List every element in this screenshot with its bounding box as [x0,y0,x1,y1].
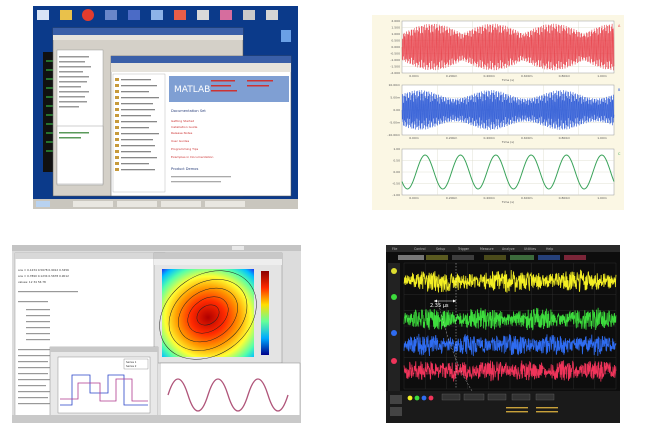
taskbar [12,415,301,423]
channel-4-trace [403,360,617,382]
step-figure-window: Series 1 Series 2 [49,346,159,422]
trace-panel-3: 1.00 0.50 0.00 -0.50 -1.00 0.00m 0.200m 0.400m 0… [392,147,621,204]
section-product-demos: Product Demos [171,167,198,171]
channel-3-trace [403,333,617,357]
legend-entry-2: Series 2 [126,364,137,368]
delta-time-label: 2.35 µs [430,303,449,309]
x-tick-label: 0.800m [559,136,571,140]
x-tick-label: 0.200m [446,74,458,78]
menu-item[interactable]: Trigger [457,247,470,251]
marker-line [437,300,473,392]
time-annotation: 2.35 µs [430,299,456,309]
x-tick-label: 0.600m [521,74,533,78]
menu-item[interactable]: Setup [436,247,445,251]
x-tick-label: 0.00m [409,136,419,140]
trace-label: B [618,88,621,92]
y-tick-label: 2.000 [391,19,400,23]
x-tick-label: 0.200m [446,196,458,200]
y-tick-label: -2.000 [390,71,400,75]
menu-item[interactable]: Analyze [502,247,515,251]
waveform-trace [401,23,615,71]
x-tick-label: 0.600m [521,196,533,200]
console-line-2: ans = 0.7890 0.1234 0.5678 0.9012 [18,274,69,278]
y-tick-label: -5.00m [389,121,400,125]
y-tick-label: 1.00 [393,147,400,151]
x-tick-label: 0.400m [483,74,495,78]
menu-item[interactable]: Measure [480,247,494,251]
x-axis-label: Time (s) [501,140,514,144]
console-line-1: ans = 0.1234 0.5678 0.9012 0.3456 [18,268,69,272]
menu-item[interactable]: Control [414,247,426,251]
x-tick-label: 0.400m [483,196,495,200]
y-tick-label: -0.500 [390,52,400,56]
taskbar [33,199,298,209]
y-tick-label: -10.00m [387,133,400,137]
menu-bar [386,245,620,252]
help-browser-window: MATLAB Documentation Set Getting Started… [110,55,292,197]
x-tick-label: 0.00m [409,74,419,78]
x-tick-label: 0.800m [559,74,571,78]
y-tick-label: -0.50 [392,182,400,186]
y-tick-label: 1.500 [391,26,400,30]
x-tick-label: 0.600m [521,136,533,140]
waveform-trace [401,154,615,190]
link-programming-tips[interactable]: Programming Tips [171,147,199,151]
legend-entry-1: Series 1 [126,360,137,364]
channel-2-trace [403,307,617,331]
link-getting-started[interactable]: Getting Started [171,119,194,123]
y-tick-label: 0.500 [391,39,400,43]
side-panel [388,263,400,391]
link-examples[interactable]: Examples in Documentation [171,155,213,159]
x-tick-label: 0.200m [446,136,458,140]
matlab-desktop-screenshot: MATLAB Documentation Set Getting Started… [33,6,298,209]
link-installation-guide[interactable]: Installation Guide [171,125,198,129]
step-series-2 [60,378,148,402]
waveform-trace [401,90,615,130]
bottom-controls [390,393,558,416]
link-user-guides[interactable]: User Guides [171,139,190,143]
x-tick-label: 1.00m [597,136,607,140]
y-tick-label: 0.50 [393,159,400,163]
y-tick-label: -1.000 [390,58,400,62]
x-axis-label: Time (s) [501,200,514,204]
y-tick-label: 0.00 [393,170,400,174]
sine-figure-window [159,362,301,423]
trace-label: A [618,24,621,28]
desktop-icon-row [37,9,278,21]
y-tick-label: 10.00m [388,83,400,87]
oscilloscope-screenshot: File Control Setup Trigger Measure Analyze Uti… [386,245,620,423]
x-tick-label: 0.00m [409,196,419,200]
menu-item[interactable]: Help [546,247,553,251]
contour-lines [159,270,257,360]
menu-item[interactable]: File [392,247,397,251]
x-tick-label: 0.400m [483,136,495,140]
x-tick-label: 0.800m [559,196,571,200]
x-tick-label: 1.00m [597,74,607,78]
channel-1-trace [403,269,617,293]
menu-item[interactable]: Utilities [524,247,536,251]
y-tick-label: 1.000 [391,32,400,36]
console-line-3: values: 12 34 56 78 [18,280,46,284]
x-axis-label: Time (s) [501,78,514,82]
step-series-1 [60,374,148,406]
channel-readouts [398,255,586,260]
matlab-logo-text: MATLAB [174,85,210,95]
colorbar [261,271,269,355]
waveform-plots-screenshot: 2.000 1.500 1.000 0.500 0.000 -0.500 -1.000 -1.… [372,15,624,210]
x-tick-label: 1.00m [597,196,607,200]
y-tick-label: 0.00 [393,108,400,112]
matlab-figures-screenshot: ans = 0.1234 0.5678 0.9012 0.3456 ans = … [12,245,301,423]
y-tick-label: -1.00 [392,193,400,197]
trace-panel-2: 10.00m 5.00m 0.00 -5.00m -10.00m 0.00m 0.200m 0… [387,83,621,144]
trace-label: C [618,152,621,156]
link-release-notes[interactable]: Release Notes [171,131,193,135]
trace-panel-1: 2.000 1.500 1.000 0.500 0.000 -0.500 -1.000 -1.… [390,19,621,82]
sine-curve [167,378,289,412]
y-tick-label: 0.000 [391,45,400,49]
contour-heatmap [162,269,254,357]
y-tick-label: 5.00m [390,96,400,100]
section-documentation-set: Documentation Set [171,109,206,113]
y-tick-label: -1.500 [390,65,400,69]
